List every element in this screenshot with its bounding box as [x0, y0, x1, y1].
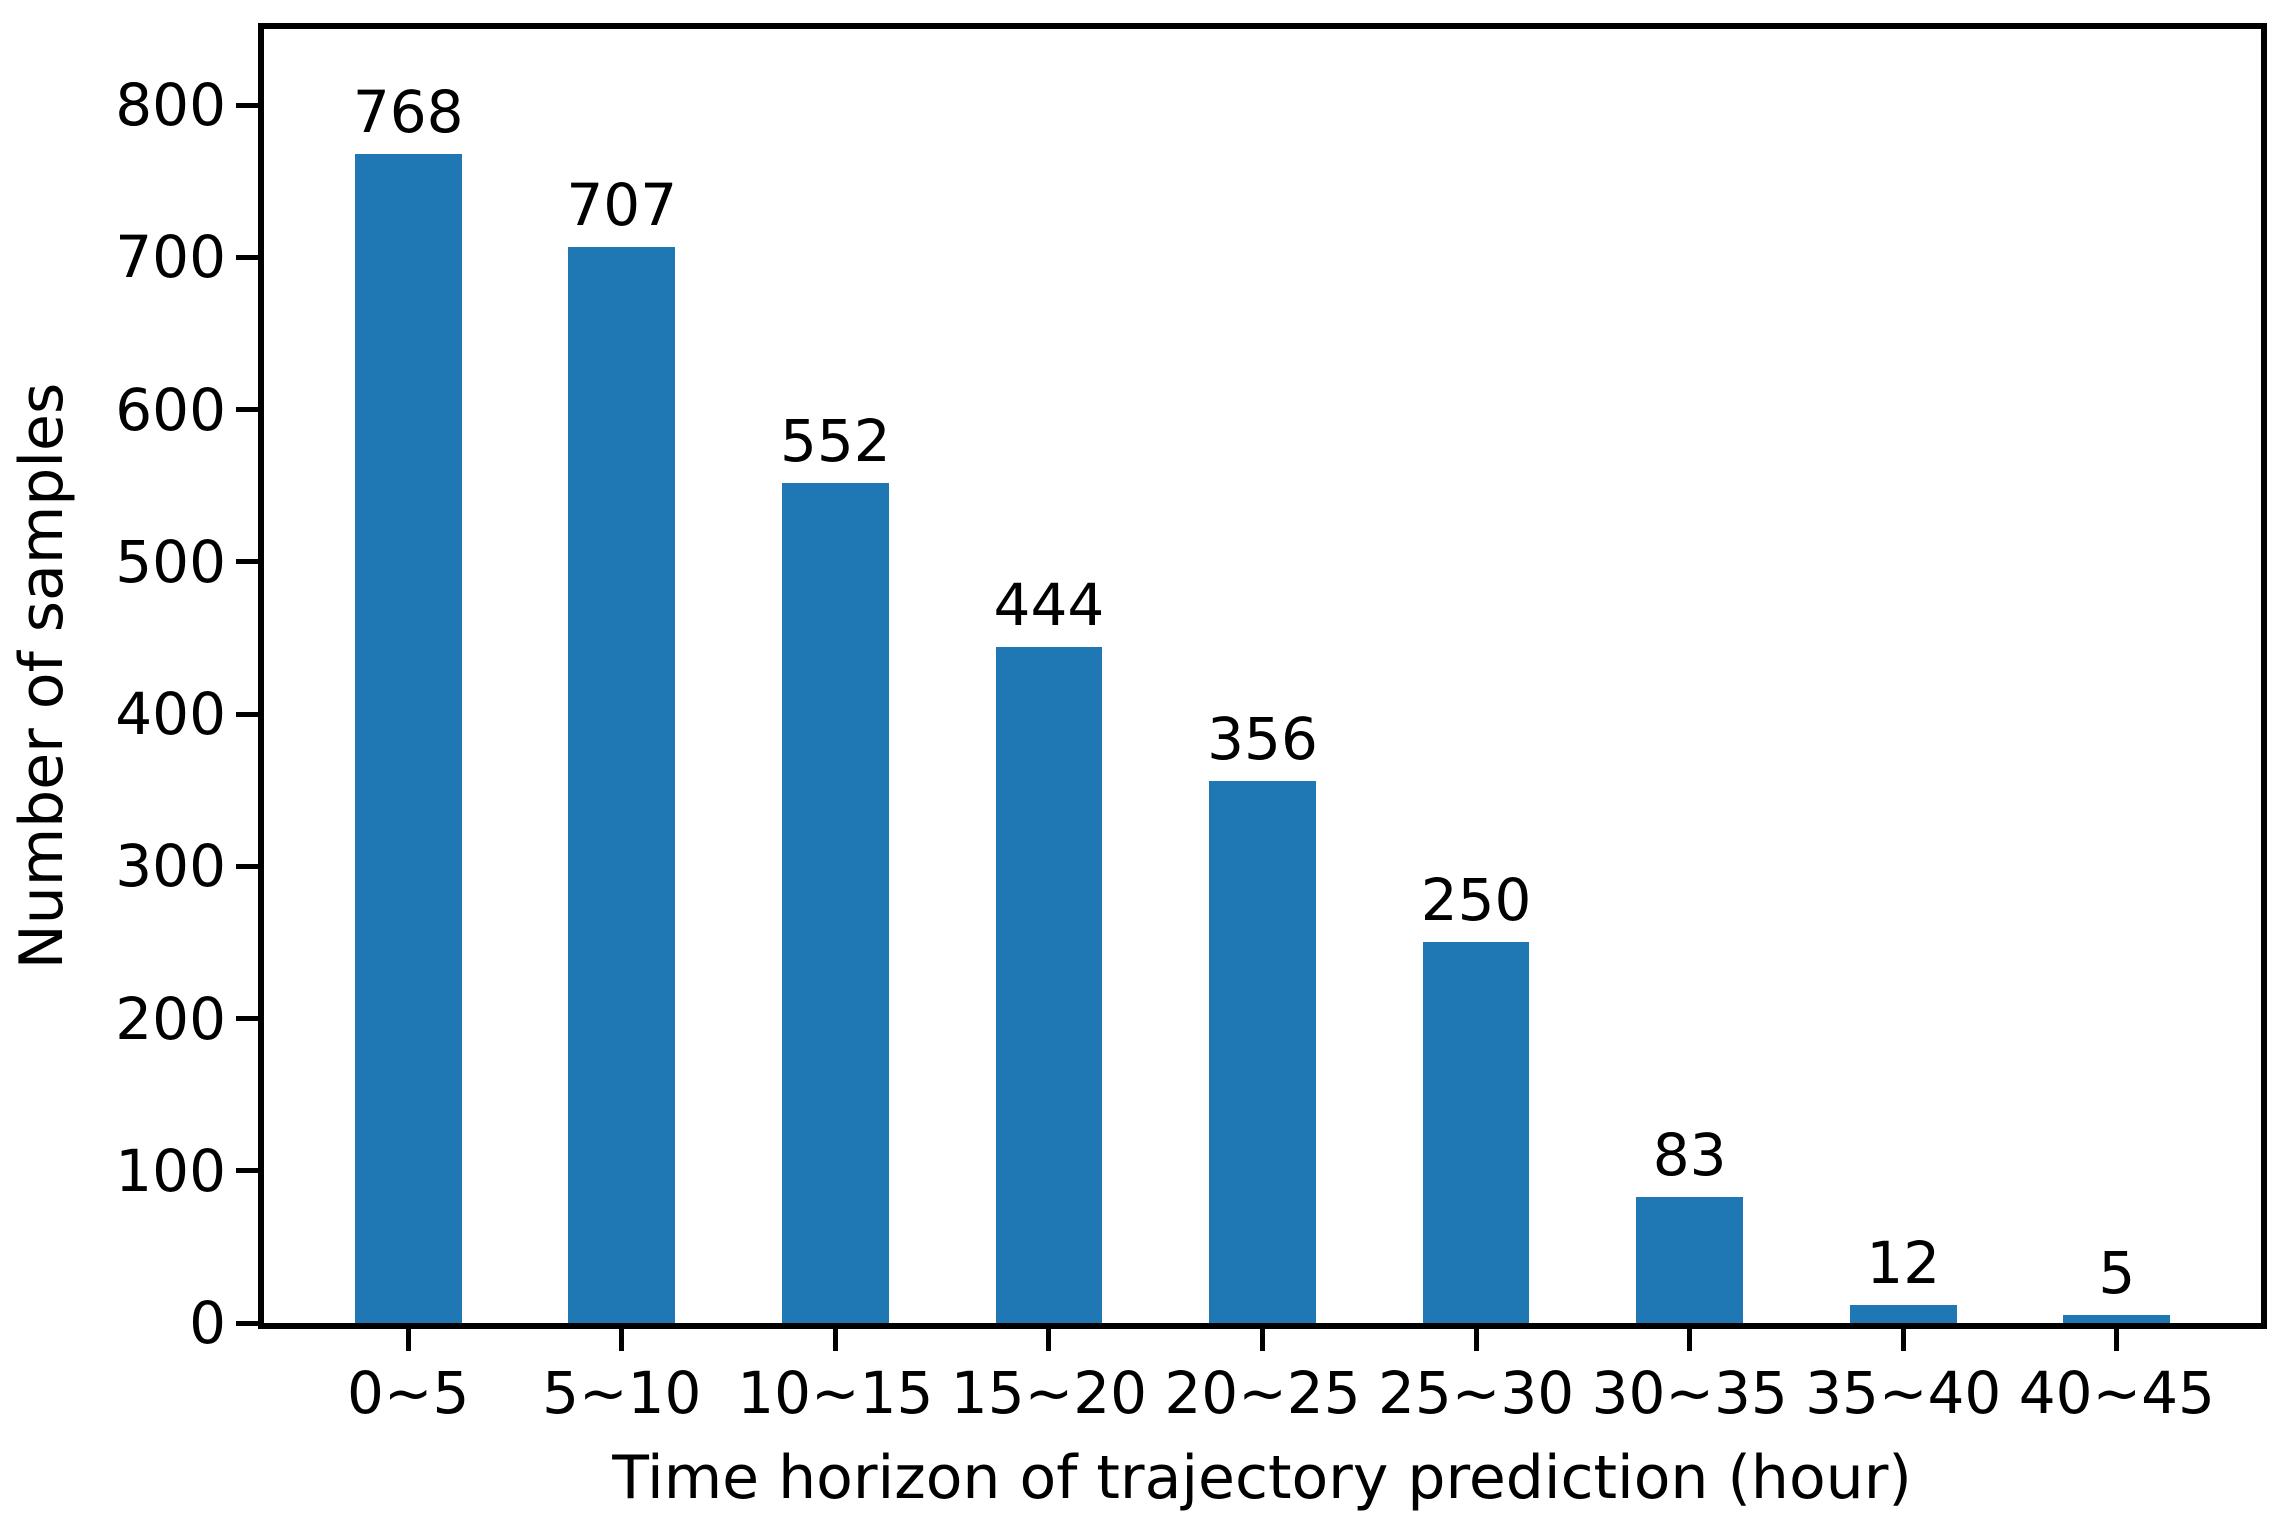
x-axis-tick	[1900, 1329, 1906, 1351]
y-tick-label: 600	[115, 375, 226, 444]
bar	[995, 647, 1103, 1323]
x-axis-tick	[1260, 1329, 1265, 1351]
y-tick-label: 800	[115, 71, 226, 140]
y-axis-tick	[236, 407, 258, 413]
bar	[1849, 1304, 1957, 1323]
y-tick-label: 500	[115, 527, 226, 596]
y-axis-tick	[236, 102, 258, 108]
y-tick-label: 700	[115, 223, 226, 292]
bar-value-label: 5	[2098, 1239, 2136, 1308]
bar-value-label: 83	[1652, 1120, 1727, 1189]
y-axis-tick	[236, 1320, 258, 1326]
y-axis-tick	[236, 1016, 258, 1022]
x-axis-tick	[619, 1329, 625, 1351]
y-axis-tick	[236, 1168, 258, 1174]
bar	[2063, 1315, 2171, 1323]
y-axis-tick	[236, 559, 258, 565]
bar-value-label: 707	[566, 170, 678, 239]
x-tick-label: 35~40	[1805, 1359, 2002, 1427]
bar	[781, 482, 889, 1323]
y-tick-label: 100	[115, 1136, 226, 1205]
plot-area: 768 707 552 444 356 250 83 12 5	[258, 23, 2267, 1329]
x-tick-label: 10~15	[737, 1359, 934, 1427]
y-axis-tick	[236, 254, 258, 260]
bar-value-label: 768	[352, 77, 464, 146]
bar-value-label: 444	[993, 571, 1105, 640]
x-tick-label: 0~5	[346, 1359, 470, 1427]
x-axis-tick	[2114, 1329, 2120, 1351]
y-axis-tick	[236, 863, 258, 869]
x-tick-label: 15~20	[950, 1359, 1147, 1427]
x-tick-label: 25~30	[1377, 1359, 1575, 1427]
bar-value-label: 552	[779, 406, 891, 475]
x-axis-title: Time horizon of trajectory prediction (h…	[612, 1443, 1912, 1513]
y-tick-label: 200	[115, 984, 226, 1053]
bar-value-label: 12	[1866, 1228, 1941, 1297]
bar-value-label: 356	[1207, 705, 1318, 774]
x-axis-tick	[1473, 1329, 1479, 1351]
bar	[568, 246, 676, 1323]
bar	[1422, 942, 1530, 1323]
x-tick-label: 20~25	[1164, 1359, 1361, 1427]
y-tick-label: 300	[115, 832, 226, 901]
x-tick-label: 30~35	[1591, 1359, 1788, 1427]
bar	[354, 153, 462, 1323]
x-tick-label: 40~45	[2018, 1359, 2215, 1427]
x-axis-tick	[405, 1329, 411, 1351]
x-axis-tick	[1046, 1329, 1052, 1351]
bar	[1636, 1196, 1744, 1323]
x-axis-tick	[1687, 1329, 1693, 1351]
bar	[1209, 781, 1316, 1323]
x-axis-tick	[832, 1329, 838, 1351]
y-tick-label: 0	[189, 1289, 226, 1357]
y-axis-tick	[236, 711, 258, 717]
bar-value-label: 250	[1420, 866, 1532, 935]
x-tick-label: 5~10	[542, 1359, 702, 1427]
y-tick-label: 400	[115, 680, 226, 749]
